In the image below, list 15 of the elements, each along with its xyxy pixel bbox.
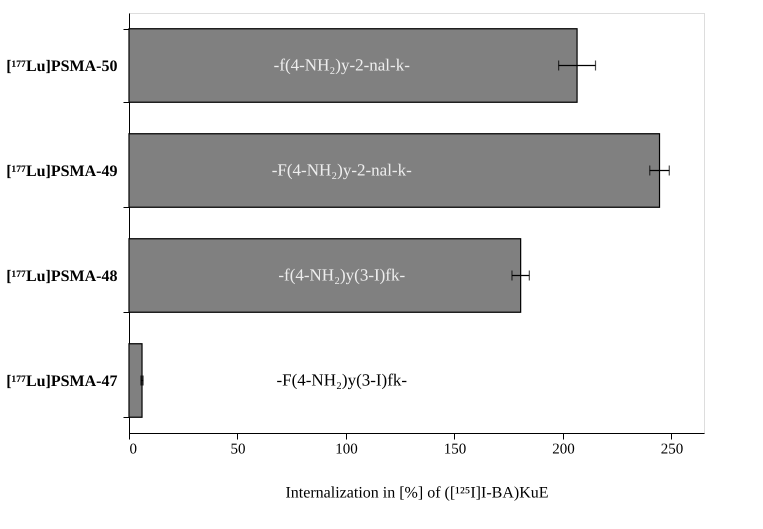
- annotation: -f(4-NH₂)y-2-nal-k-: [274, 56, 410, 74]
- y-tick-label: [¹⁷⁷Lu]PSMA-50: [6, 58, 118, 75]
- annotation: -F(4-NH₂)y(3-I)fk-: [276, 370, 408, 390]
- x-tick-label: 150: [444, 442, 466, 458]
- annotation: -F(4-NH₂)y-2-nal-k-: [272, 160, 412, 180]
- x-tick-label: 0: [130, 442, 137, 458]
- y-tick-label: [¹⁷⁷Lu]PSMA-49: [6, 163, 118, 180]
- annotation: -f(4-NH₂)y(3-I)fk-: [278, 266, 406, 284]
- y-tick-label: [¹⁷⁷Lu]PSMA-47: [6, 373, 118, 390]
- x-tick-label: 250: [660, 442, 684, 458]
- x-tick-label: 50: [230, 442, 246, 458]
- y-tick-label: [¹⁷⁷Lu]PSMA-48: [6, 268, 118, 285]
- x-tick-label: 100: [335, 442, 358, 458]
- x-tick-label: 200: [552, 442, 575, 458]
- x-axis-title: Internalization in [%] of ([¹²⁵I]I-BA)KuE: [285, 484, 549, 502]
